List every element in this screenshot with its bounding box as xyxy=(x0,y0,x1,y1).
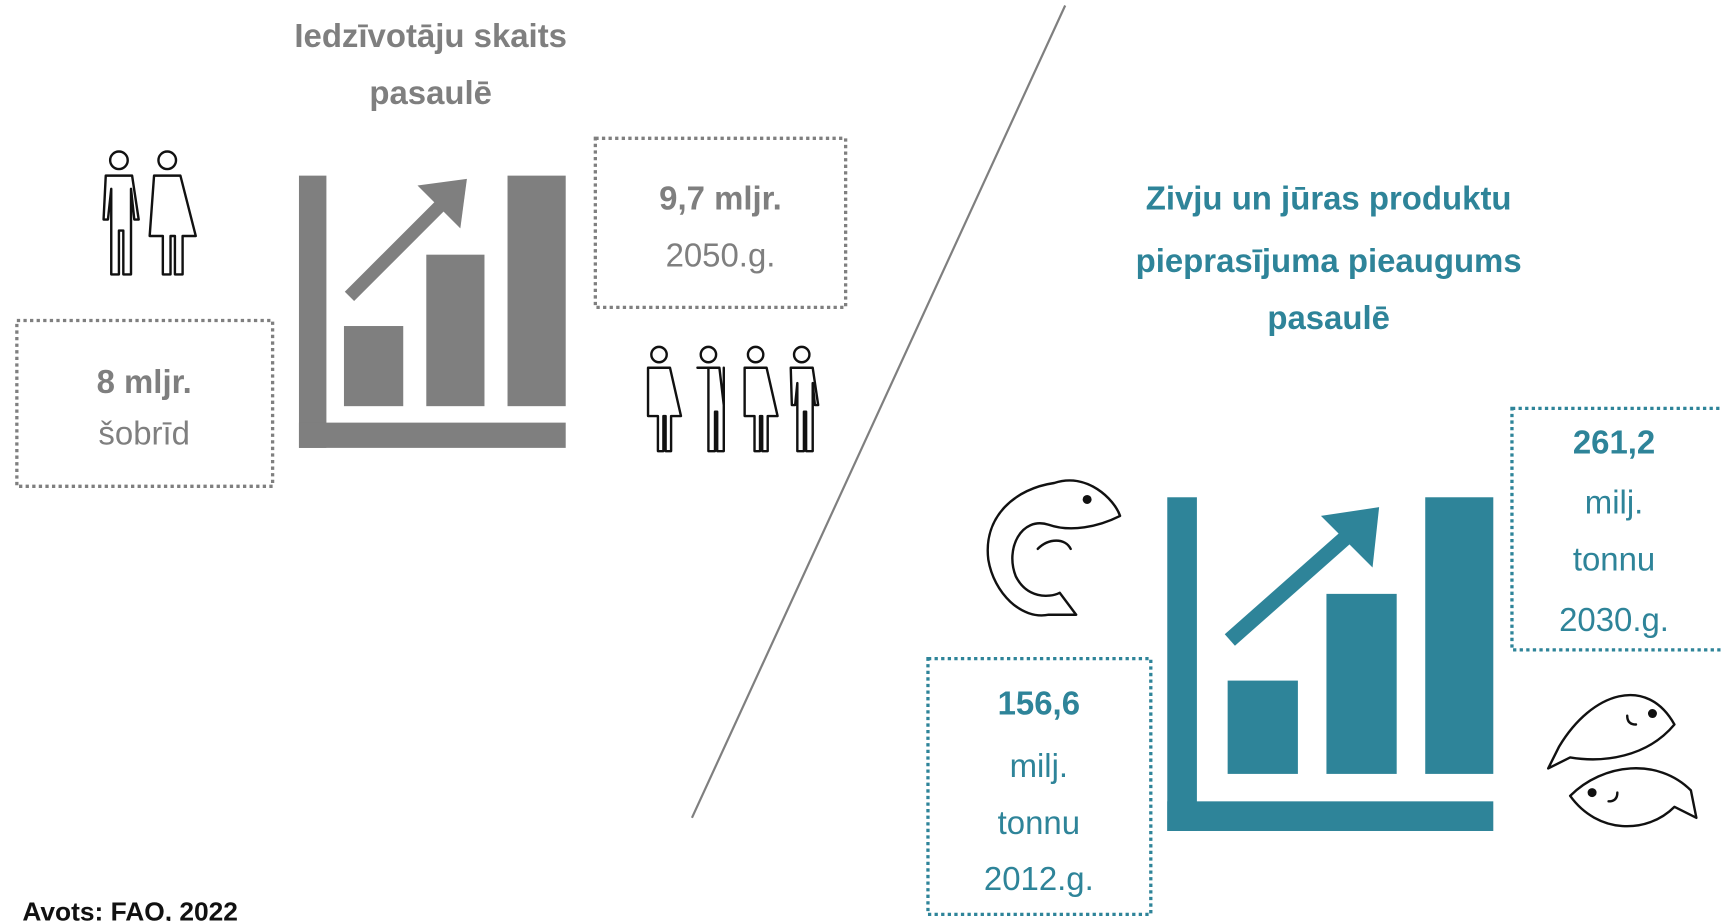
seafood-title: pasaulē xyxy=(1267,299,1390,336)
source: Avots: FAO, 2022 xyxy=(22,896,238,921)
dotted-box xyxy=(593,136,848,310)
divider xyxy=(690,5,1067,819)
growth-icon xyxy=(1167,497,1494,831)
dotted-box xyxy=(15,318,275,488)
population-title: Iedzīvotāju skaits xyxy=(294,17,567,54)
end-unit: tonnu xyxy=(1573,541,1655,578)
end-value: 261,2 xyxy=(1573,423,1655,460)
seafood-title: pieprasījuma pieaugums xyxy=(1136,242,1522,279)
end-year: 2030.g. xyxy=(1559,601,1669,638)
fish-icon xyxy=(986,479,1122,617)
dotted-box xyxy=(926,656,1153,917)
dotted-box xyxy=(1510,406,1722,652)
growth-icon xyxy=(298,175,566,448)
current-label: šobrīd xyxy=(98,415,190,452)
future-label: 2050.g. xyxy=(666,237,776,274)
end-unit: milj. xyxy=(1585,484,1644,521)
start-unit: milj. xyxy=(1010,747,1069,784)
seafood-title: Zivju un jūras produktu xyxy=(1146,180,1512,217)
fish-icon xyxy=(1546,693,1698,828)
future-value: 9,7 mljr. xyxy=(659,180,782,217)
current-value: 8 mljr. xyxy=(97,363,192,400)
people-icon xyxy=(102,150,197,276)
start-unit: tonnu xyxy=(998,804,1080,841)
population-title: pasaulē xyxy=(369,74,492,111)
start-year: 2012.g. xyxy=(984,860,1094,897)
start-value: 156,6 xyxy=(998,685,1080,722)
people-icon xyxy=(646,345,820,453)
